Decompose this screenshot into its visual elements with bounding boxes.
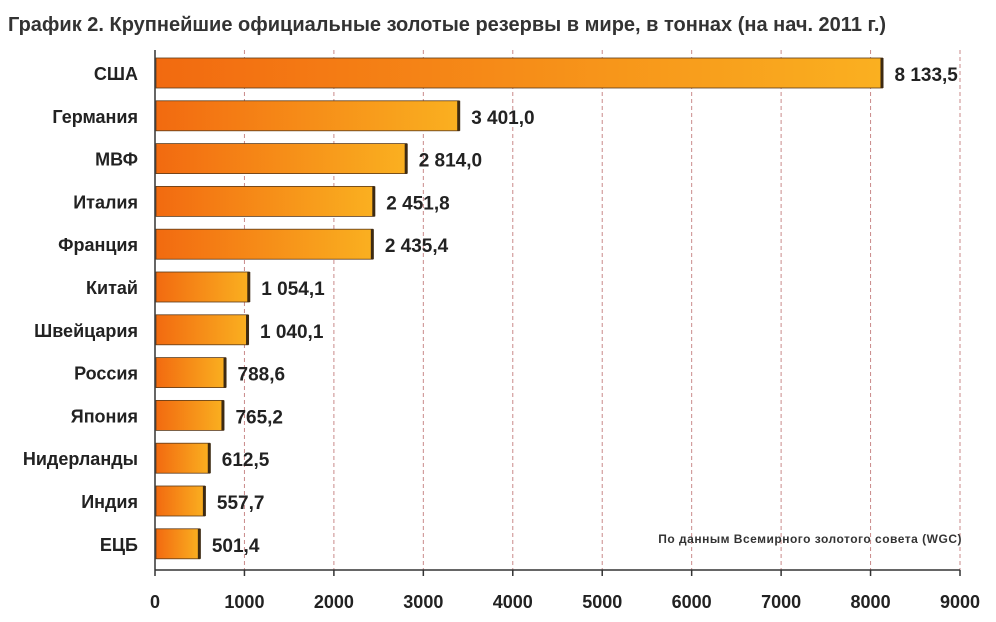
category-label: Германия <box>52 107 138 127</box>
x-tick-label: 2000 <box>314 592 354 612</box>
bar <box>155 357 226 389</box>
value-label: 2 451,8 <box>386 193 449 214</box>
bar <box>155 399 224 431</box>
category-label: Россия <box>74 364 138 384</box>
bar <box>155 185 375 217</box>
value-label: 8 133,5 <box>894 65 958 86</box>
source-note: По данным Всемирного золотого совета (WG… <box>658 532 962 546</box>
bar <box>155 442 211 474</box>
category-label: Швейцария <box>34 321 138 341</box>
category-label: Нидерланды <box>23 449 138 469</box>
value-label: 2 435,4 <box>385 236 449 257</box>
bar-end-cap <box>404 143 408 174</box>
bar-end-cap <box>197 528 201 559</box>
value-label: 1 040,1 <box>260 322 324 343</box>
x-axis: 0 1000 2000 3000 4000 5000 6000 7000 8000 9000 <box>150 50 980 612</box>
value-label: 788,6 <box>238 365 286 386</box>
bar-end-cap <box>370 229 374 260</box>
x-tick-label: 5000 <box>582 592 622 612</box>
x-tick-label: 6000 <box>672 592 712 612</box>
category-label: Япония <box>71 406 138 426</box>
value-label: 612,5 <box>222 450 270 471</box>
bar-end-cap <box>223 357 227 388</box>
bar-end-cap <box>207 443 211 474</box>
category-label: МВФ <box>95 150 138 170</box>
bars: США 8 133,5 Германия 3 401,0 МВФ 2 814,0 Итали… <box>23 57 958 560</box>
bar-end-cap <box>372 186 376 217</box>
bar-end-cap <box>246 314 250 345</box>
x-tick-label: 0 <box>150 592 160 612</box>
category-label: Италия <box>73 192 138 212</box>
x-tick-label: 9000 <box>940 592 980 612</box>
bar <box>155 528 201 560</box>
category-label: США <box>94 64 138 84</box>
bar-end-cap <box>221 400 225 431</box>
bar-end-cap <box>202 486 206 516</box>
category-label: ЕЦБ <box>100 535 138 555</box>
bar-end-cap <box>247 272 251 302</box>
category-label: Индия <box>81 492 138 512</box>
bar <box>155 57 883 89</box>
value-label: 765,2 <box>235 407 283 428</box>
value-label: 501,4 <box>212 536 260 557</box>
bar <box>155 100 460 132</box>
bar <box>155 271 250 303</box>
x-tick-label: 1000 <box>224 592 264 612</box>
value-label: 557,7 <box>217 493 265 514</box>
bar <box>155 228 374 260</box>
x-tick-label: 4000 <box>493 592 533 612</box>
x-tick-label: 8000 <box>851 592 891 612</box>
bar <box>155 314 249 346</box>
category-label: Франция <box>58 235 138 255</box>
value-label: 2 814,0 <box>419 151 482 172</box>
bar-end-cap <box>880 58 884 88</box>
bar <box>155 143 408 175</box>
bar-end-cap <box>457 100 461 131</box>
value-label: 3 401,0 <box>471 108 534 129</box>
chart-title: График 2. Крупнейшие официальные золотые… <box>8 14 887 36</box>
bar <box>155 485 206 517</box>
x-tick-label: 3000 <box>403 592 443 612</box>
grid-lines <box>243 50 961 570</box>
x-tick-label: 7000 <box>761 592 801 612</box>
category-label: Китай <box>86 278 138 298</box>
value-label: 1 054,1 <box>261 279 325 300</box>
